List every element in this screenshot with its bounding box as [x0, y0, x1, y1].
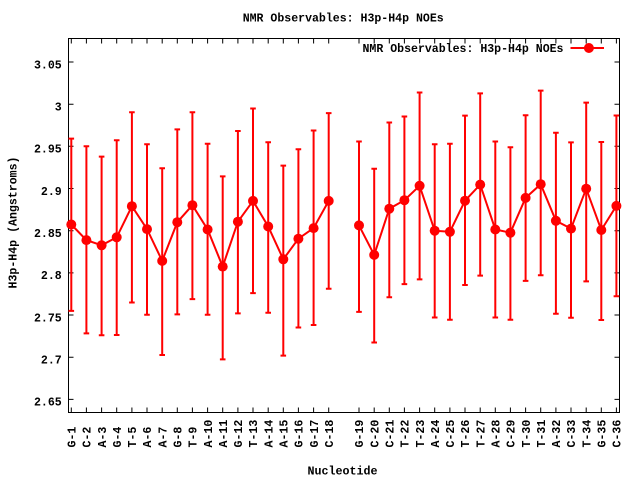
svg-text:G-12: G-12: [232, 420, 246, 448]
svg-text:C-20: C-20: [368, 420, 382, 448]
svg-text:T-34: T-34: [580, 420, 594, 448]
svg-text:A-10: A-10: [202, 420, 216, 448]
svg-text:T-23: T-23: [414, 420, 428, 448]
svg-text:2.95: 2.95: [34, 143, 62, 157]
svg-text:T-26: T-26: [459, 420, 473, 448]
svg-text:2.85: 2.85: [34, 227, 62, 241]
svg-text:G-1: G-1: [66, 427, 80, 448]
svg-text:G-35: G-35: [596, 420, 610, 448]
svg-text:H3p-H4p (Angstroms): H3p-H4p (Angstroms): [7, 157, 21, 289]
svg-text:A-15: A-15: [278, 420, 292, 448]
svg-text:A-11: A-11: [217, 420, 231, 448]
svg-text:2.65: 2.65: [34, 396, 62, 410]
svg-text:C-21: C-21: [384, 420, 398, 448]
svg-text:T-9: T-9: [187, 427, 201, 448]
svg-text:A-32: A-32: [550, 420, 564, 448]
svg-text:T-27: T-27: [474, 420, 488, 448]
svg-text:T-22: T-22: [399, 420, 413, 448]
svg-text:NMR Observables: H3p-H4p NOEs: NMR Observables: H3p-H4p NOEs: [363, 42, 564, 56]
svg-text:NMR Observables: H3p-H4p NOEs: NMR Observables: H3p-H4p NOEs: [243, 12, 444, 26]
svg-text:2.8: 2.8: [41, 269, 62, 283]
svg-text:G-16: G-16: [293, 420, 307, 448]
svg-text:Nucleotide: Nucleotide: [308, 465, 378, 479]
svg-text:2.75: 2.75: [34, 311, 62, 325]
svg-text:C-18: C-18: [323, 420, 337, 448]
svg-text:C-36: C-36: [611, 420, 625, 448]
svg-text:C-29: C-29: [505, 420, 519, 448]
svg-text:A-14: A-14: [262, 420, 276, 448]
svg-text:C-25: C-25: [444, 420, 458, 448]
svg-text:A-24: A-24: [429, 420, 443, 448]
svg-text:3.05: 3.05: [34, 58, 62, 72]
svg-text:T-31: T-31: [535, 420, 549, 448]
svg-text:T-30: T-30: [520, 420, 534, 448]
svg-text:C-2: C-2: [81, 427, 95, 448]
svg-text:A-28: A-28: [490, 420, 504, 448]
svg-text:A-6: A-6: [141, 427, 155, 448]
svg-text:G-19: G-19: [353, 420, 367, 448]
svg-text:A-7: A-7: [156, 427, 170, 448]
svg-text:T-5: T-5: [126, 427, 140, 448]
svg-text:G-8: G-8: [172, 427, 186, 448]
svg-text:G-4: G-4: [111, 427, 125, 448]
svg-text:A-3: A-3: [96, 427, 110, 448]
svg-text:G-17: G-17: [308, 420, 322, 448]
svg-text:C-33: C-33: [565, 420, 579, 448]
svg-text:3: 3: [55, 101, 62, 115]
svg-text:2.9: 2.9: [41, 185, 62, 199]
svg-text:T-13: T-13: [247, 420, 261, 448]
svg-text:2.7: 2.7: [41, 354, 62, 368]
